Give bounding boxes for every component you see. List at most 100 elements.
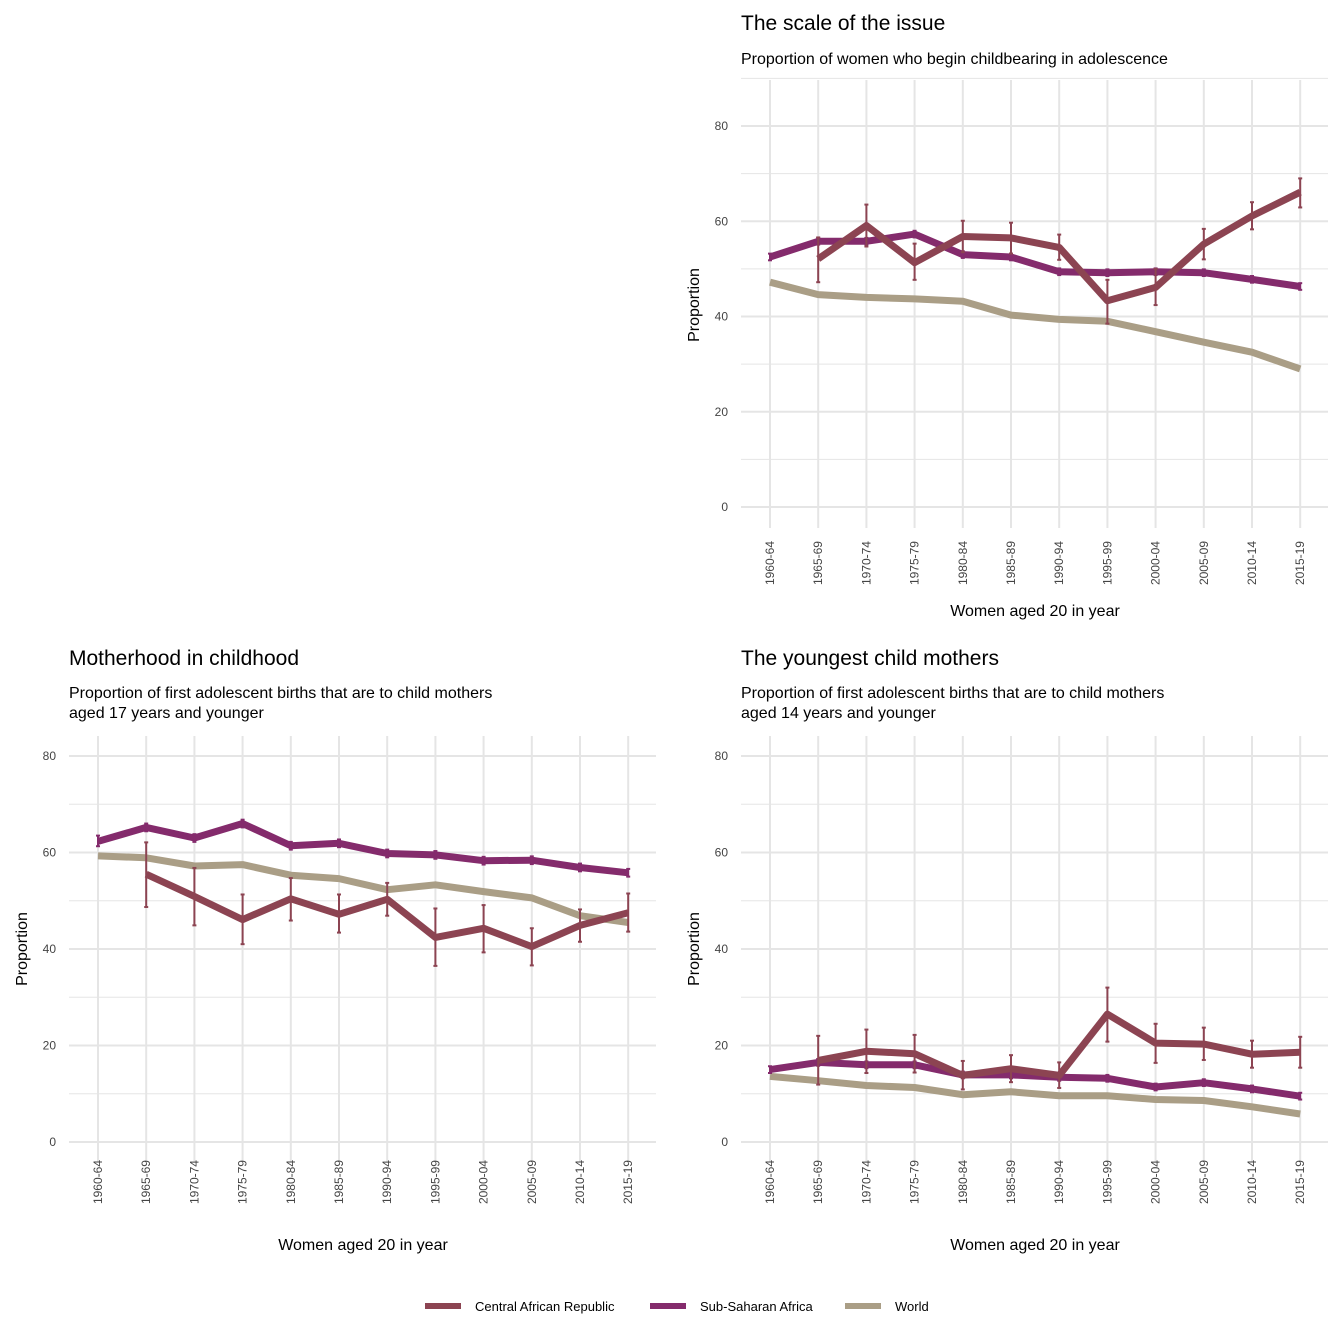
error-bar [1153, 1022, 1158, 1064]
x-tick-label: 1990-94 [1052, 541, 1066, 585]
x-tick-label: 1965-69 [811, 541, 825, 585]
x-tick-label: 2000-04 [477, 1160, 491, 1204]
error-bar [1153, 267, 1158, 307]
error-bar [1009, 1054, 1013, 1084]
x-axis-title: Women aged 20 in year [950, 603, 1120, 620]
error-bar [960, 219, 965, 254]
error-bar [240, 893, 245, 946]
chart-title: The scale of the issue [741, 12, 945, 35]
x-tick-label: 1975-79 [236, 1160, 250, 1204]
x-tick-label: 2010-14 [1245, 1160, 1259, 1204]
error-bar [816, 236, 821, 284]
x-tick-label: 2010-14 [1245, 541, 1259, 585]
y-tick-label: 80 [43, 749, 57, 763]
y-axis-title: Proportion [14, 912, 31, 986]
error-bar [1250, 1084, 1254, 1094]
x-tick-label: 1985-89 [1004, 541, 1018, 585]
gridlines [741, 77, 1328, 528]
y-tick-label: 0 [49, 1135, 56, 1149]
error-bar [529, 855, 534, 866]
y-tick-label: 80 [715, 119, 729, 133]
x-tick-label: 1960-64 [763, 1160, 777, 1204]
series-line [97, 820, 629, 877]
x-tick-label: 1960-64 [763, 541, 777, 585]
x-tick-label: 2015-19 [1293, 541, 1307, 585]
x-tick-label: 1970-74 [859, 541, 873, 585]
y-axis-title: Proportion [686, 912, 703, 986]
series-world [769, 1072, 1301, 1118]
y-tick-label: 40 [715, 310, 729, 324]
error-bar [144, 841, 149, 909]
x-tick-label: 2015-19 [621, 1160, 635, 1204]
error-bar [1057, 267, 1062, 277]
error-bar [1153, 1082, 1158, 1092]
series-line [97, 852, 629, 926]
series-world [97, 852, 629, 926]
x-tick-label: 1980-84 [284, 1160, 298, 1204]
error-bar [433, 907, 438, 967]
y-tick-label: 40 [43, 942, 57, 956]
x-tick-label: 1995-99 [1100, 541, 1114, 585]
x-tick-label: 1960-64 [91, 1160, 105, 1204]
y-tick-labels: 0 20 40 60 80 [715, 119, 729, 514]
y-tick-label: 20 [715, 1039, 729, 1053]
x-tick-label: 1995-99 [428, 1160, 442, 1204]
error-bar [864, 1028, 869, 1075]
error-bar [864, 203, 869, 248]
gridlines [741, 736, 1328, 1162]
error-bar [385, 848, 390, 859]
y-tick-label: 0 [721, 1135, 728, 1149]
y-tick-label: 60 [43, 846, 57, 860]
series-line [769, 1058, 1301, 1100]
error-bar [1105, 278, 1110, 325]
error-bar [768, 252, 772, 262]
error-bar [1298, 282, 1303, 291]
y-tick-label: 80 [715, 749, 729, 763]
y-tick-label: 20 [43, 1039, 57, 1053]
x-tick-label: 2005-09 [1197, 541, 1211, 585]
error-bar [1201, 1078, 1206, 1088]
x-tick-label: 1975-79 [908, 1160, 922, 1204]
error-bar [578, 862, 582, 873]
error-bar [192, 833, 197, 843]
error-bar [240, 818, 245, 829]
error-bar [626, 892, 631, 933]
error-bar [816, 1034, 821, 1086]
x-tick-label: 1990-94 [380, 1160, 394, 1204]
error-bar [1298, 177, 1303, 209]
y-tick-label: 60 [715, 846, 729, 860]
x-tick-label: 2005-09 [1197, 1160, 1211, 1204]
x-tick-label: 1980-84 [956, 1160, 970, 1204]
chart-panel-scale-of-issue: The scale of the issue Proportion of wom… [686, 12, 1328, 620]
error-bar [912, 1033, 917, 1074]
error-bar [578, 908, 582, 943]
error-bar [1250, 201, 1254, 231]
series-line [769, 1072, 1301, 1118]
chart-title: The youngest child mothers [741, 647, 999, 670]
legend-item-central-african-republic: Central African Republic [425, 1299, 615, 1314]
x-tick-label: 1970-74 [859, 1160, 873, 1204]
error-bar [912, 242, 917, 281]
legend: Central African Republic Sub-Saharan Afr… [425, 1299, 929, 1314]
error-bar [1250, 1039, 1254, 1069]
legend-item-world: World [845, 1299, 929, 1314]
plot-area: 0 20 40 60 80 1960-64 1965-69 1970-74 1975-79 198… [715, 736, 1328, 1204]
plot-area: 0 20 40 60 80 1960-64 1965-69 1970-74 1975-79 198… [715, 77, 1328, 585]
series-central-african-republic [816, 986, 1303, 1091]
error-bar [1057, 1061, 1062, 1089]
error-bar [960, 1059, 965, 1091]
error-bar [192, 866, 197, 927]
series-sub-saharan-africa [96, 818, 631, 878]
x-axis-title: Women aged 20 in year [278, 1237, 448, 1254]
legend-label: Central African Republic [475, 1299, 615, 1314]
error-bar [1201, 1026, 1206, 1061]
x-tick-label: 1995-99 [1100, 1160, 1114, 1204]
series-central-african-republic [144, 841, 631, 967]
chart-subtitle: Proportion of women who begin childbeari… [741, 51, 1168, 68]
x-tick-label: 1985-89 [1004, 1160, 1018, 1204]
error-bar [1250, 275, 1254, 284]
error-bar [337, 893, 341, 934]
error-bar [96, 834, 100, 848]
chart-subtitle-line-2: aged 17 years and younger [69, 705, 264, 722]
